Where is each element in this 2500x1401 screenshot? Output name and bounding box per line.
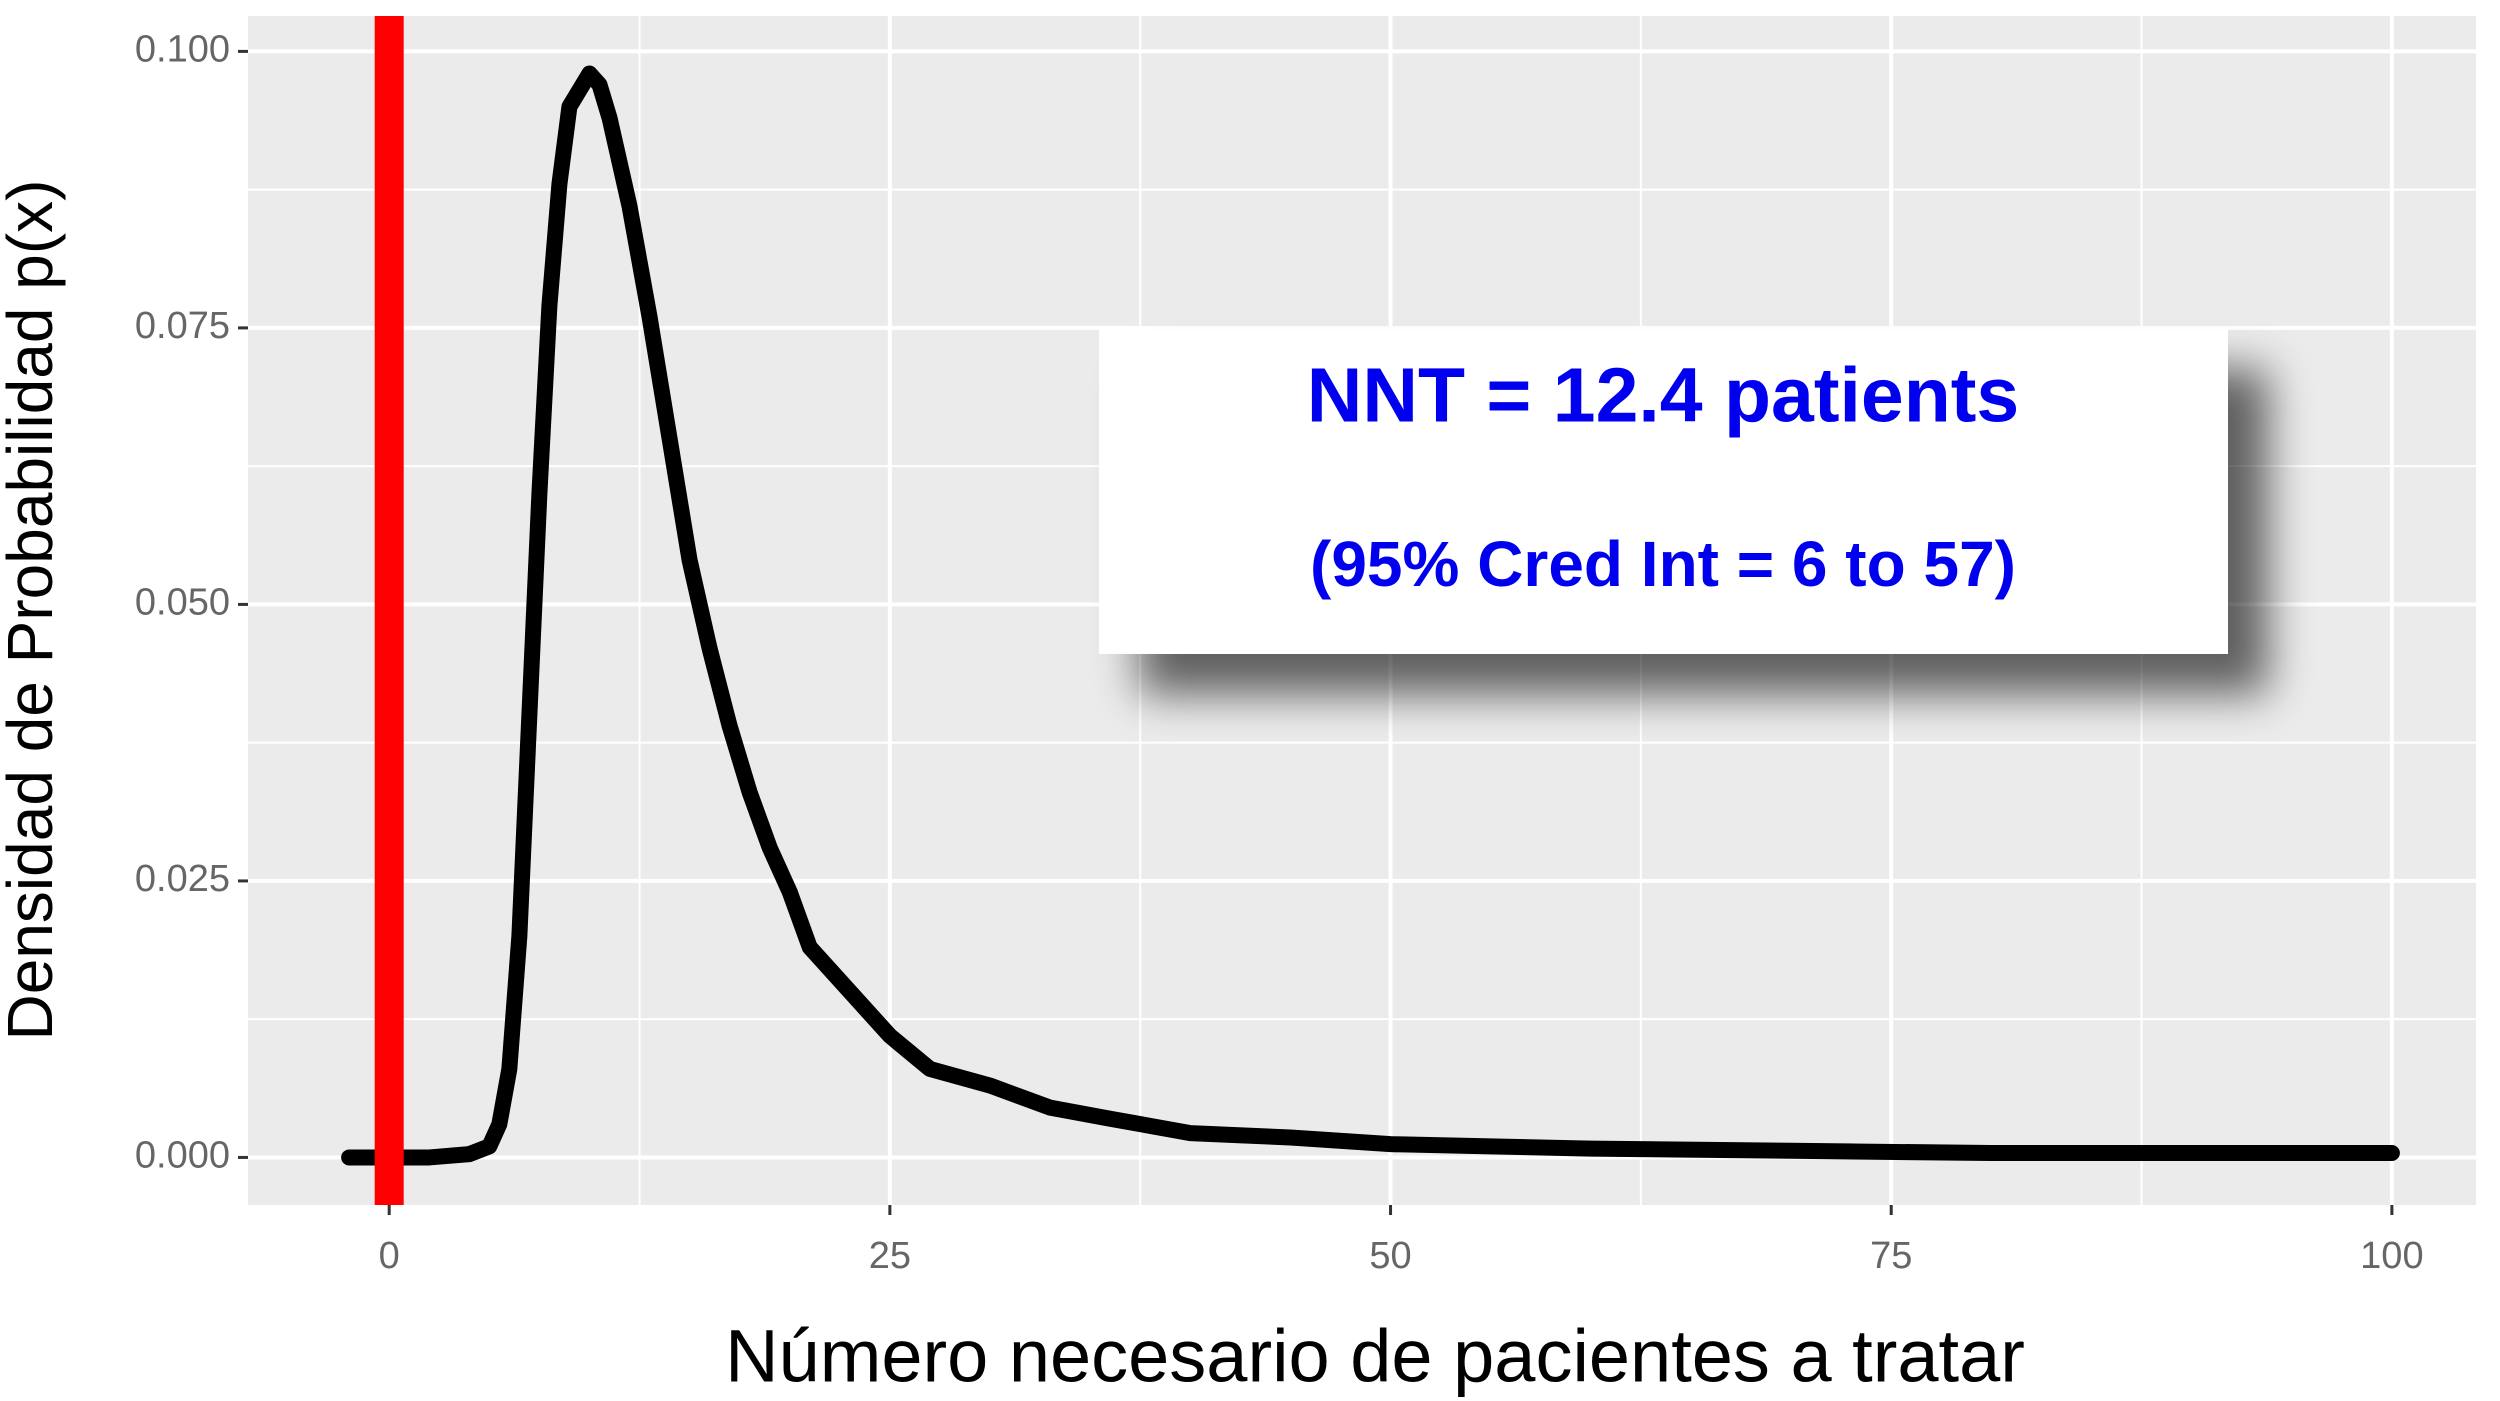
x-tick-label: 0 [379,1235,400,1277]
annotation: (95% Cred Int = 6 to 57) [1310,528,2016,600]
x-tick-label: 25 [869,1235,911,1277]
y-tick-label: 0.075 [135,305,230,347]
annotation: NNT = 12.4 patients [1307,352,2019,438]
y-tick-label: 0.000 [135,1134,230,1176]
density-line [341,65,2400,1166]
x-tick-label: 75 [1870,1235,1912,1277]
marks [341,16,2400,1205]
y-tick-label: 0.100 [135,28,230,70]
x-tick-label: 100 [2360,1235,2423,1277]
y-tick-label: 0.050 [135,581,230,623]
y-axis-title: Densidad de Probabilidad p(x) [0,180,66,1041]
x-axis-title: Número necesario de pacientes a tratar [725,1315,2025,1398]
y-tick-label: 0.025 [135,858,230,900]
annotation-box [1099,329,2228,654]
x-tick-label: 50 [1369,1235,1411,1277]
